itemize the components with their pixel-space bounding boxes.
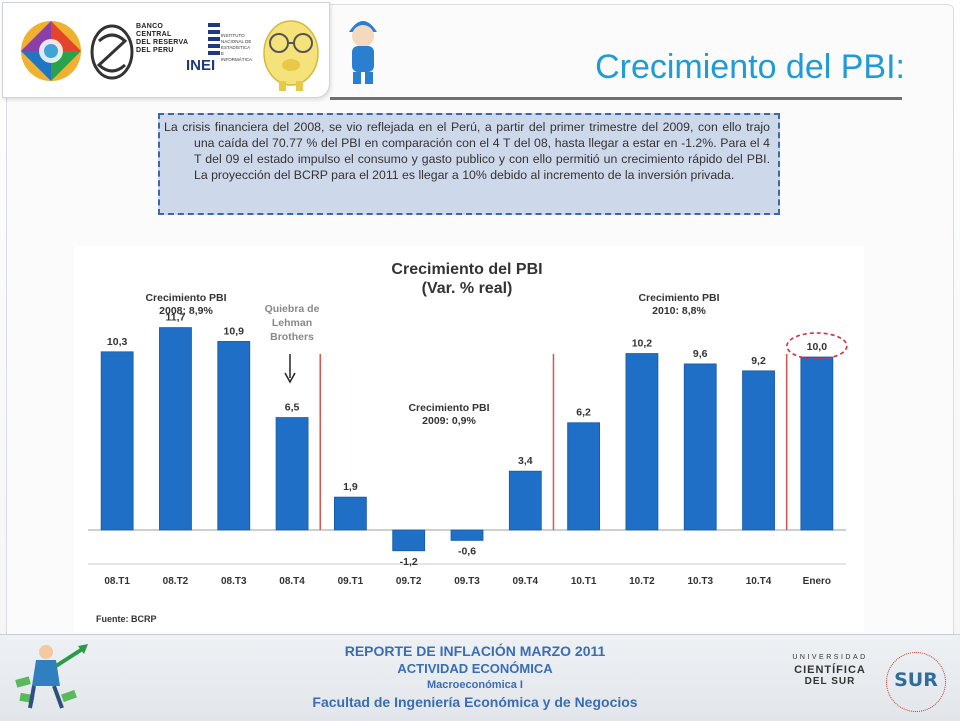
category-label-09.T4: 09.T4 (513, 576, 539, 587)
value-label-Enero: 10,0 (807, 341, 828, 353)
category-label-10.T2: 10.T2 (629, 576, 655, 587)
value-label-08.T1: 10,3 (107, 336, 128, 348)
bar-09.T3 (450, 529, 484, 541)
category-label-08.T1: 08.T1 (104, 576, 130, 587)
value-label-10.T3: 9,6 (693, 348, 708, 360)
inei-label: INEI (186, 57, 216, 74)
value-label-09.T4: 3,4 (518, 455, 533, 467)
bar-10.T1 (567, 422, 601, 531)
bar-09.T2 (392, 529, 426, 552)
value-label-09.T3: -0,6 (458, 545, 476, 557)
bar-Enero (800, 356, 834, 531)
annotation-2008-title: Crecimiento PBI (145, 292, 226, 304)
logo-box: BANCO CENTRAL DEL RESERVA DEL PERU INEI … (2, 2, 330, 98)
university-seal-icon: SUR (886, 652, 946, 712)
summary-paragraph: La crisis financiera del 2008, se vio re… (164, 120, 770, 182)
category-label-09.T3: 09.T3 (454, 576, 480, 587)
chart-source: Fuente: BCRP (96, 614, 157, 624)
footer-course: Macroeconómica I (427, 679, 523, 691)
category-label-Enero: Enero (803, 576, 831, 587)
value-label-08.T2: 11,7 (166, 312, 186, 324)
footer-report-title: REPORTE DE INFLACIÓN MARZO 2011 (344, 643, 606, 659)
inei-emblem-icon (208, 23, 220, 55)
annotation-lehman-line1: Quiebra de (265, 303, 320, 315)
bar-08.T2 (159, 327, 192, 531)
bar-09.T1 (333, 496, 367, 531)
annotation-2010-title: Crecimiento PBI (638, 292, 719, 304)
chart-panel: Crecimiento del PBI (Var. % real) Crecim… (74, 246, 864, 632)
highlight-ellipse (786, 332, 848, 360)
value-label-10.T1: 6,2 (576, 407, 591, 419)
bar-10.T4 (742, 370, 775, 531)
character-icon (349, 21, 377, 84)
university-seal-text: SUR (894, 669, 938, 691)
bar-08.T1 (100, 351, 134, 531)
annotation-lehman-line3: Brothers (270, 331, 314, 343)
slide-title: Crecimiento del PBI: (595, 48, 905, 86)
title-divider (330, 97, 902, 100)
category-label-10.T4: 10.T4 (746, 576, 772, 587)
bar-08.T4 (275, 417, 309, 531)
category-label-08.T4: 08.T4 (279, 576, 305, 587)
annotation-2008-value: 2008: 8,9% (159, 305, 213, 317)
chart-subtitle: (Var. % real) (422, 280, 513, 297)
bar-10.T3 (683, 363, 717, 531)
inei-subtitle: INSTITUTO NACIONAL DE ESTADÍSTICA E INFO… (221, 33, 252, 62)
value-label-09.T1: 1,9 (343, 481, 358, 493)
gdp-bar-chart: Crecimiento del PBI (Var. % real) Crecim… (88, 261, 848, 624)
summary-textbox: La crisis financiera del 2008, se vio re… (158, 113, 780, 215)
category-label-09.T1: 09.T1 (338, 576, 364, 587)
globe-logo-icon (21, 21, 81, 81)
lehman-arrow-icon (284, 354, 296, 384)
category-label-08.T3: 08.T3 (221, 576, 247, 587)
category-label-10.T1: 10.T1 (571, 576, 597, 587)
category-label-10.T3: 10.T3 (687, 576, 713, 587)
footer-faculty: Facultad de Ingeniería Económica y de Ne… (312, 694, 638, 710)
bar-10.T2 (625, 353, 659, 531)
annotation-2010-value: 2010: 8,8% (652, 305, 706, 317)
piggy-bank-icon (263, 20, 319, 91)
bcrp-name: BANCO CENTRAL DEL RESERVA DEL PERU (136, 23, 189, 54)
university-name: UNIVERSIDAD CIENTÍFICA DEL SUR (780, 654, 880, 687)
value-label-10.T2: 10,2 (632, 338, 653, 350)
bar-08.T3 (217, 341, 251, 531)
value-label-09.T2: -1,2 (400, 556, 418, 568)
bcrp-emblem-icon (90, 24, 134, 80)
annotation-2009-title: Crecimiento PBI (408, 402, 489, 414)
university-line1: UNIVERSIDAD (792, 654, 868, 661)
university-line3: DEL SUR (804, 676, 856, 687)
bar-09.T4 (508, 470, 542, 531)
category-label-09.T2: 09.T2 (396, 576, 422, 587)
annotation-2009-value: 2009: 0,9% (422, 415, 476, 427)
footer-section: ACTIVIDAD ECONÓMICA (397, 661, 553, 676)
value-label-08.T3: 10,9 (224, 325, 245, 337)
footer-band (0, 634, 960, 721)
university-line2: CIENTÍFICA (794, 664, 866, 676)
business-people-icon (15, 644, 88, 709)
chart-title: Crecimiento del PBI (391, 261, 542, 278)
value-label-08.T4: 6,5 (285, 402, 300, 414)
annotation-lehman-line2: Lehman (272, 317, 312, 329)
value-label-10.T4: 9,2 (751, 355, 766, 367)
category-label-08.T2: 08.T2 (163, 576, 189, 587)
